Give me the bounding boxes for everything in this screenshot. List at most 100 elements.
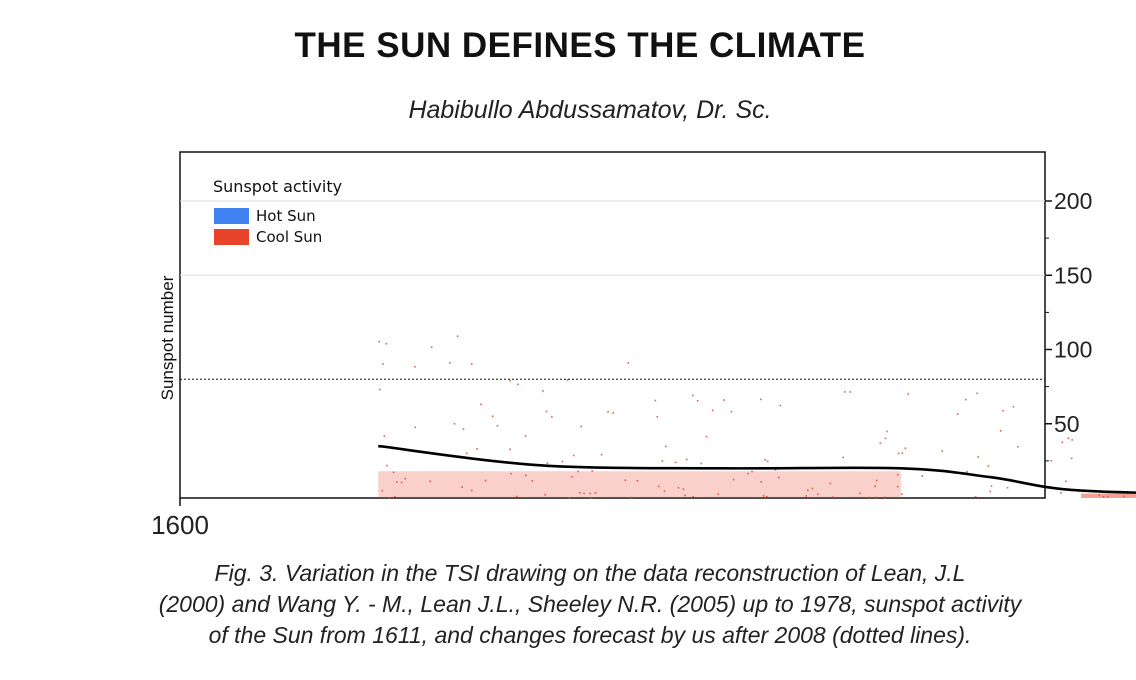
- maunder-noise-dot: [531, 480, 534, 482]
- maunder-noise-dot: [480, 403, 482, 406]
- maunder-noise-dot: [456, 335, 459, 338]
- maunder-noise-dot: [829, 482, 832, 485]
- maunder-noise-dot: [561, 460, 564, 463]
- maunder-noise-dot: [883, 496, 886, 499]
- maunder-noise-dot: [778, 476, 780, 479]
- maunder-noise-dot: [1006, 486, 1009, 489]
- maunder-noise-dot: [705, 435, 708, 438]
- maunder-noise-dot: [568, 496, 571, 499]
- maunder-noise-dot: [875, 479, 878, 482]
- y-tick-label-50: 50: [1054, 411, 1080, 437]
- figure-caption: Fig. 3. Variation in the TSI drawing on …: [40, 558, 1136, 651]
- maunder-noise-dot: [990, 485, 993, 487]
- maunder-noise-dot: [627, 362, 630, 364]
- maunder-noise-dot: [977, 456, 980, 458]
- maunder-noise-dot: [859, 492, 861, 495]
- maunder-noise-dot: [414, 365, 416, 368]
- maunder-noise-dot: [764, 459, 766, 461]
- maunder-noise-dot: [545, 410, 548, 413]
- maunder-noise-dot: [896, 485, 899, 488]
- maunder-noise-dot: [382, 363, 384, 365]
- maunder-noise-dot: [612, 412, 615, 414]
- maunder-noise-dot: [378, 388, 381, 391]
- maunder-noise-dot: [901, 452, 904, 454]
- maunder-noise-dot: [657, 485, 660, 488]
- maunder-noise-dot: [476, 448, 478, 450]
- page-author: Habibullo Abdussamatov, Dr. Sc.: [408, 96, 772, 124]
- maunder-noise-dot: [524, 435, 527, 437]
- maunder-noise-dot: [378, 340, 380, 343]
- maunder-noise-dot: [774, 469, 777, 471]
- maunder-noise-dot: [842, 456, 845, 459]
- maunder-noise-dot: [661, 460, 664, 462]
- caption-line-1: Fig. 3. Variation in the TSI drawing on …: [214, 560, 966, 586]
- maunder-noise-dot: [907, 393, 910, 395]
- maunder-noise-dot: [470, 489, 473, 492]
- maunder-noise-dot: [723, 399, 725, 401]
- maunder-noise-dot: [509, 448, 511, 451]
- maunder-noise-dot: [388, 496, 391, 499]
- maunder-noise-dot: [381, 490, 384, 492]
- maunder-noise-dot: [817, 493, 819, 496]
- maunder-noise-dot: [751, 470, 753, 473]
- maunder-noise-dot: [654, 399, 657, 402]
- maunder-noise-dot: [600, 453, 603, 456]
- maunder-noise-dot: [624, 479, 627, 482]
- maunder-noise-dot: [696, 399, 699, 402]
- maunder-noise-dot: [583, 492, 585, 495]
- maunder-noise-dot: [430, 346, 433, 349]
- maunder-noise-dot: [904, 447, 907, 450]
- maunder-noise-dot: [449, 362, 451, 364]
- maunder-noise-dot: [663, 490, 666, 492]
- maunder-noise-dot: [551, 416, 553, 418]
- maunder-noise-dot: [429, 480, 431, 483]
- x-tick-label-1600: 1600: [151, 510, 209, 540]
- maunder-noise-dot: [717, 493, 720, 496]
- maunder-noise-dot: [843, 391, 846, 393]
- legend-label-1: Cool Sun: [256, 228, 322, 246]
- maunder-noise-dot: [682, 488, 685, 490]
- maunder-band: [378, 471, 901, 498]
- maunder-noise-dot: [989, 490, 992, 493]
- maunder-noise-dot: [711, 409, 714, 412]
- maunder-noise-dot: [1071, 439, 1073, 441]
- maunder-noise-dot: [414, 426, 417, 429]
- maunder-noise-dot: [386, 464, 388, 467]
- maunder-noise-dot: [879, 442, 882, 445]
- maunder-noise-dot: [874, 496, 877, 499]
- maunder-noise-dot: [987, 465, 990, 467]
- maunder-noise-dot: [766, 460, 769, 463]
- maunder-noise-dot: [874, 485, 877, 488]
- maunder-noise-dot: [484, 479, 487, 482]
- maunder-noise-dot: [392, 471, 395, 474]
- y-axis-label: Sunspot number: [158, 275, 177, 400]
- maunder-noise-dot: [546, 462, 549, 465]
- maunder-noise-dot: [591, 470, 594, 472]
- legend-label-0: Hot Sun: [256, 207, 316, 225]
- maunder-noise-dot: [999, 430, 1002, 432]
- sunspot-chart: 1234567891011121314151617181920212223242…: [151, 151, 1136, 540]
- maunder-noise-dot: [496, 424, 499, 427]
- maunder-noise-dot: [1050, 459, 1053, 462]
- maunder-noise-dot: [677, 487, 680, 489]
- maunder-noise-dot: [730, 410, 733, 413]
- maunder-noise-dot: [684, 494, 686, 497]
- maunder-noise-dot: [674, 461, 677, 464]
- maunder-noise-dot: [886, 430, 888, 433]
- maunder-noise-dot: [779, 404, 782, 407]
- y-tick-label-100: 100: [1054, 337, 1092, 363]
- plot-frame: [179, 151, 1046, 499]
- maunder-noise-dot: [1070, 457, 1073, 460]
- maunder-noise-dot: [762, 495, 765, 497]
- maunder-noise-dot: [383, 435, 386, 438]
- maunder-noise-dot: [400, 481, 403, 484]
- maunder-noise-dot: [491, 415, 494, 418]
- maunder-noise-dot: [884, 437, 887, 440]
- maunder-noise-dot: [1017, 446, 1019, 448]
- maunder-noise-dot: [732, 478, 735, 481]
- maunder-noise-dot: [510, 472, 512, 475]
- maunder-baseline: [1081, 493, 1136, 498]
- maunder-noise-dot: [747, 472, 749, 475]
- maunder-noise-dot: [570, 476, 573, 478]
- maunder-noise-dot: [805, 495, 807, 497]
